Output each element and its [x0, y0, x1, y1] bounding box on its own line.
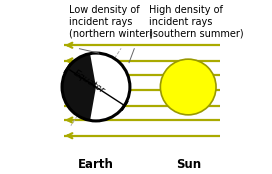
Circle shape	[160, 59, 216, 115]
Text: Earth: Earth	[78, 158, 114, 171]
Wedge shape	[63, 54, 96, 120]
Text: Low density of
incident rays
(northern winter): Low density of incident rays (northern w…	[69, 5, 153, 38]
Circle shape	[62, 53, 130, 121]
Text: Equator: Equator	[72, 68, 106, 95]
Text: High density of
incident rays
(southern summer): High density of incident rays (southern …	[149, 5, 244, 38]
Text: Sun: Sun	[176, 158, 201, 171]
